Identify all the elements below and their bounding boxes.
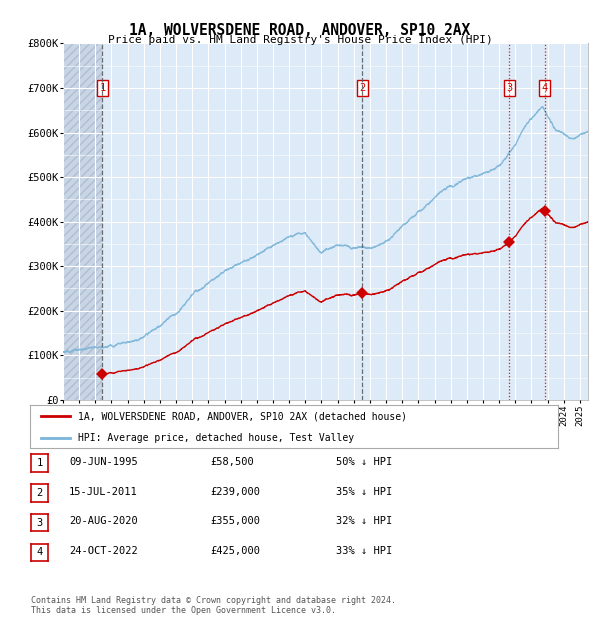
Text: 33% ↓ HPI: 33% ↓ HPI [336, 546, 392, 556]
Text: £58,500: £58,500 [210, 457, 254, 467]
Text: Contains HM Land Registry data © Crown copyright and database right 2024.
This d: Contains HM Land Registry data © Crown c… [31, 596, 396, 615]
Text: 15-JUL-2011: 15-JUL-2011 [69, 487, 138, 497]
Text: 2: 2 [37, 488, 43, 498]
Text: 3: 3 [37, 518, 43, 528]
Text: 50% ↓ HPI: 50% ↓ HPI [336, 457, 392, 467]
Text: £425,000: £425,000 [210, 546, 260, 556]
Text: 1: 1 [99, 83, 106, 93]
Text: HPI: Average price, detached house, Test Valley: HPI: Average price, detached house, Test… [77, 433, 353, 443]
Text: 4: 4 [541, 83, 548, 93]
Text: £355,000: £355,000 [210, 516, 260, 526]
Text: 4: 4 [37, 547, 43, 557]
Text: 32% ↓ HPI: 32% ↓ HPI [336, 516, 392, 526]
Text: £239,000: £239,000 [210, 487, 260, 497]
Text: 24-OCT-2022: 24-OCT-2022 [69, 546, 138, 556]
Text: 20-AUG-2020: 20-AUG-2020 [69, 516, 138, 526]
Text: Price paid vs. HM Land Registry's House Price Index (HPI): Price paid vs. HM Land Registry's House … [107, 35, 493, 45]
Text: 2: 2 [359, 83, 365, 93]
Text: 3: 3 [506, 83, 512, 93]
Text: 1A, WOLVERSDENE ROAD, ANDOVER, SP10 2AX (detached house): 1A, WOLVERSDENE ROAD, ANDOVER, SP10 2AX … [77, 412, 407, 422]
Text: 1: 1 [37, 458, 43, 468]
Text: 09-JUN-1995: 09-JUN-1995 [69, 457, 138, 467]
Text: 1A, WOLVERSDENE ROAD, ANDOVER, SP10 2AX: 1A, WOLVERSDENE ROAD, ANDOVER, SP10 2AX [130, 23, 470, 38]
Text: 35% ↓ HPI: 35% ↓ HPI [336, 487, 392, 497]
Bar [63, 43, 103, 400]
